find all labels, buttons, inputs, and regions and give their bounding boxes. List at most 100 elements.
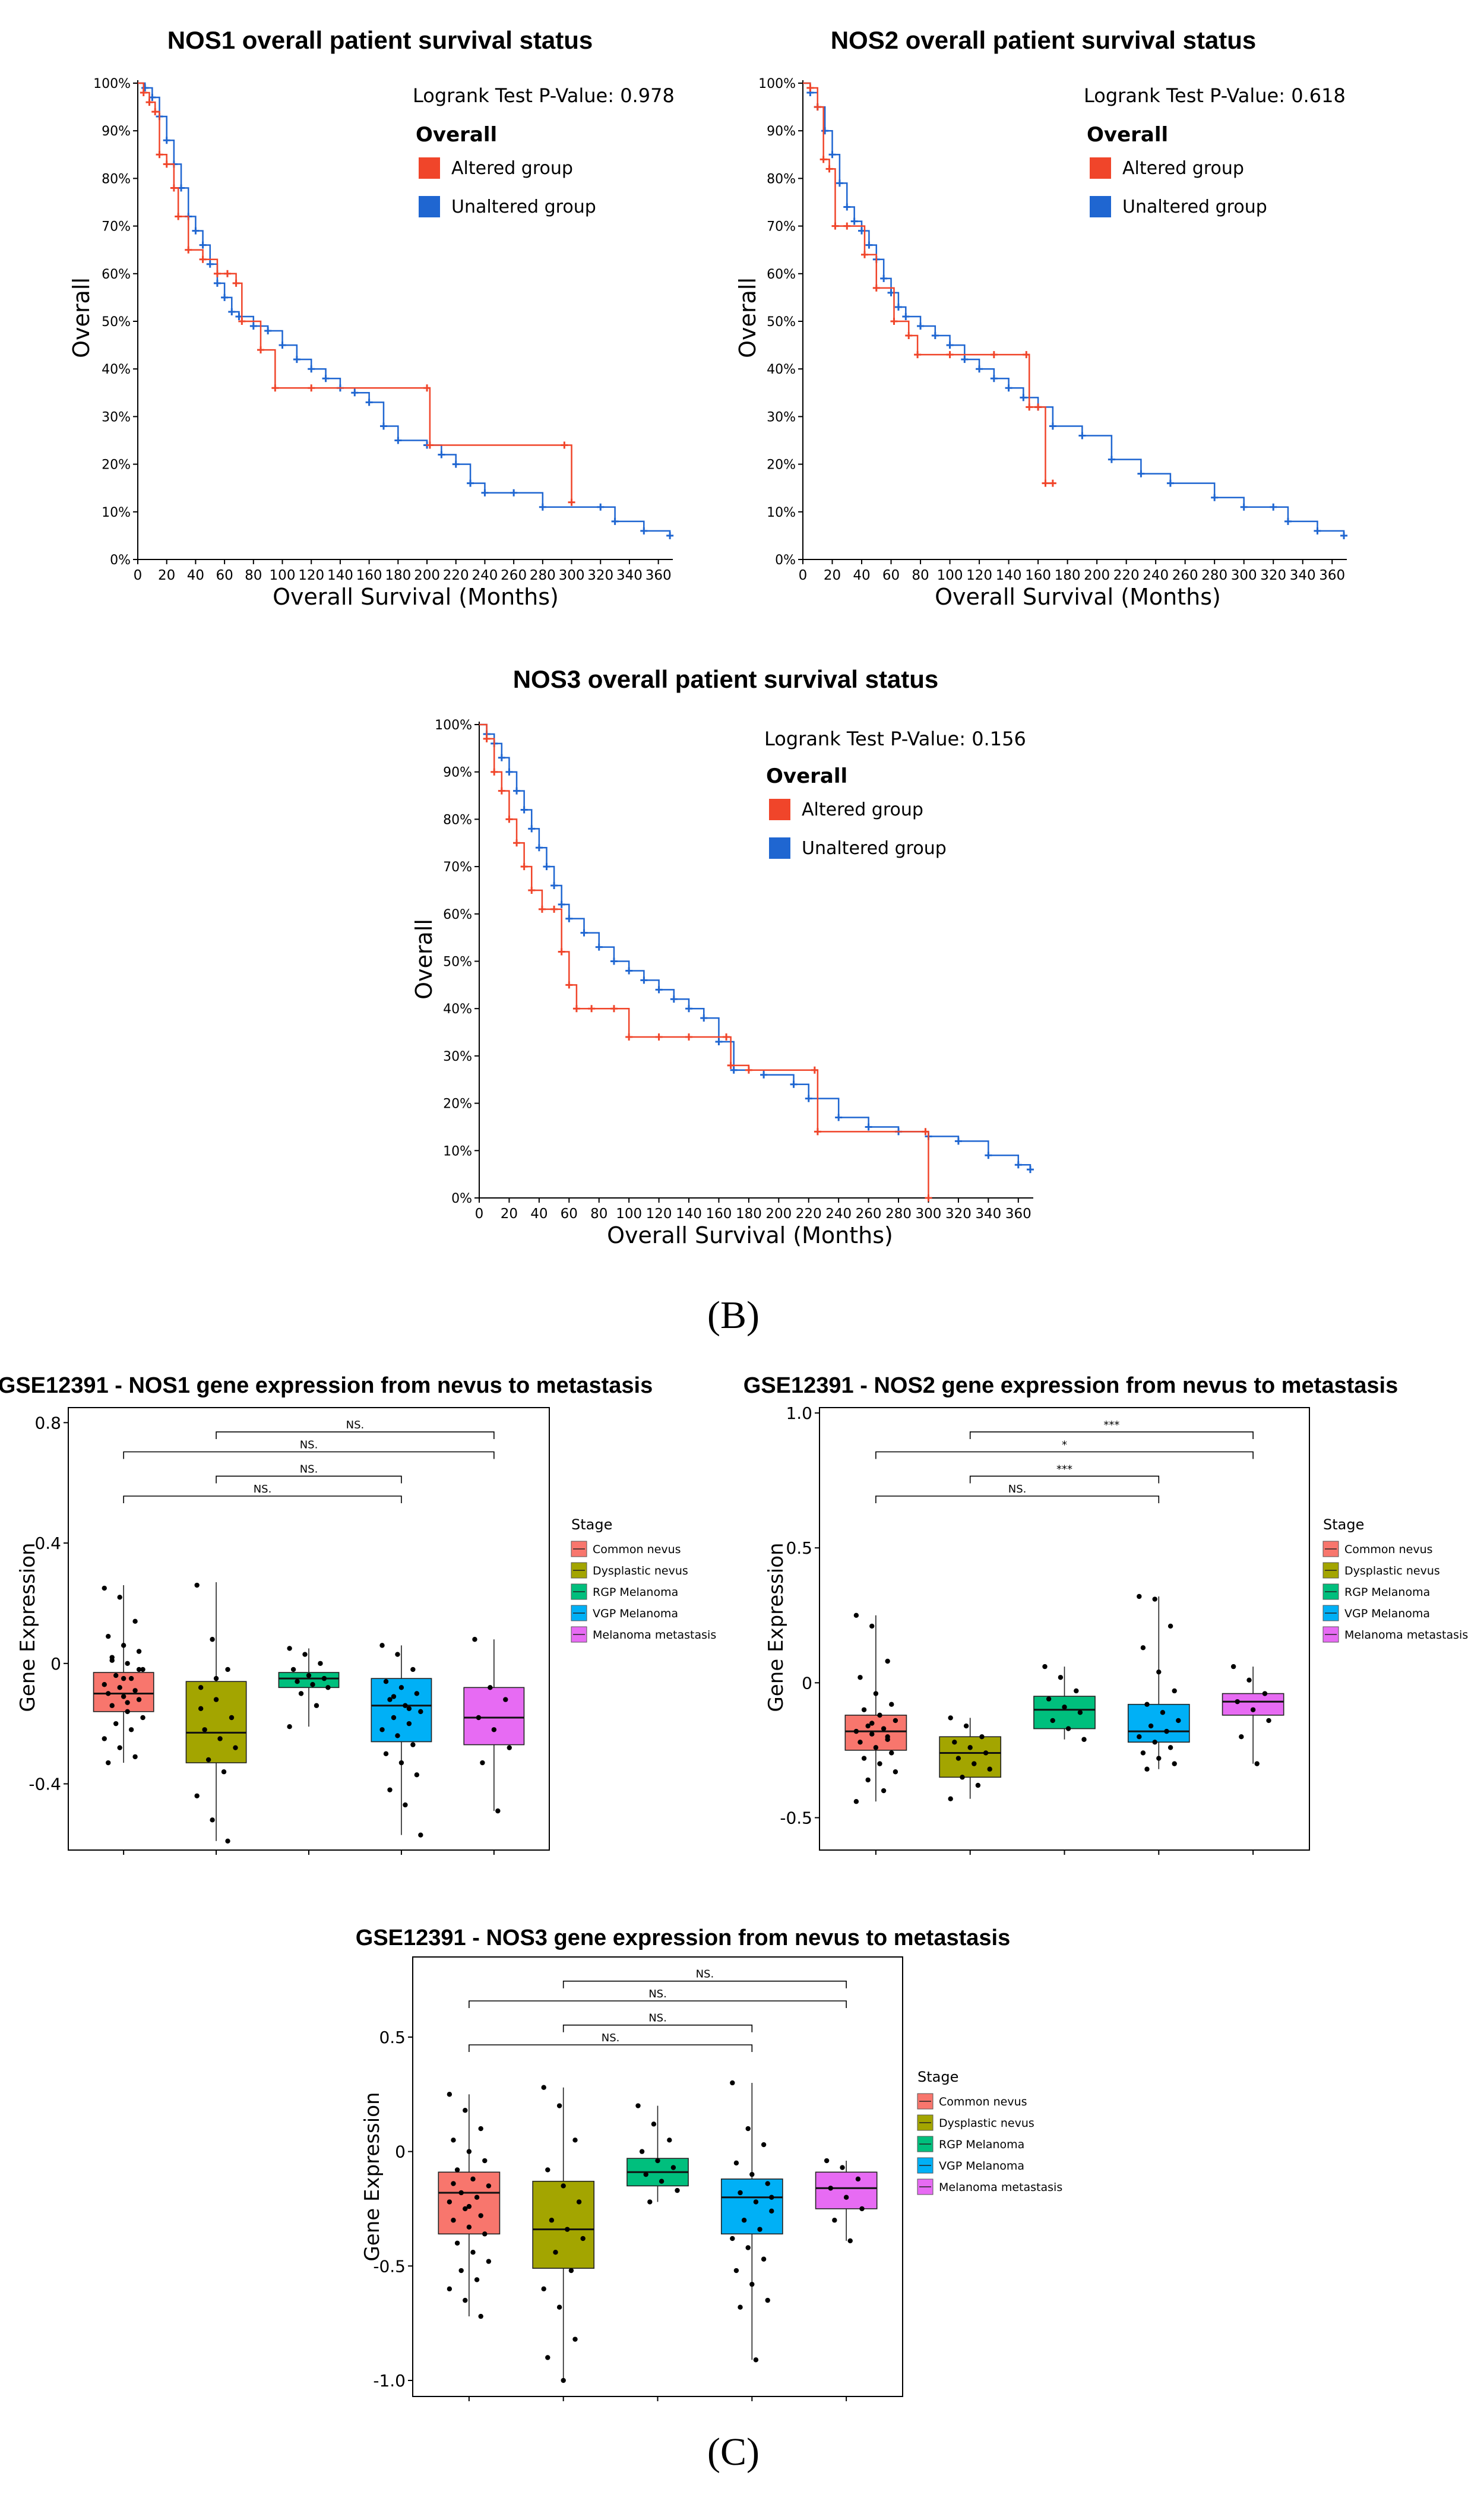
data-point xyxy=(733,2160,739,2166)
y-tick-label: -0.4 xyxy=(29,1775,61,1794)
y-axis: 0% 10% 20% 30% 40% 50% 60% 70% 80% 90% 100% xyxy=(758,77,803,568)
censor-mark xyxy=(723,1033,730,1041)
y-tick-label: 90% xyxy=(767,124,796,139)
data-point xyxy=(414,1772,420,1778)
data-point xyxy=(753,2357,759,2363)
data-point xyxy=(314,1703,319,1708)
x-tick-label: 180 xyxy=(736,1206,762,1222)
censor-mark xyxy=(322,375,330,382)
data-point xyxy=(102,1585,107,1591)
y-tick-label: 40% xyxy=(767,362,796,377)
censor-mark xyxy=(238,318,246,325)
legend-swatch-unaltered xyxy=(769,837,790,859)
x-tick-label: 220 xyxy=(1113,568,1140,583)
data-point xyxy=(549,2218,555,2223)
data-point xyxy=(287,1724,292,1729)
y-tick-label: 0% xyxy=(451,1191,472,1206)
y-tick-label: 30% xyxy=(767,410,796,425)
censor-mark xyxy=(727,1061,735,1069)
censor-mark xyxy=(925,1194,932,1202)
data-point xyxy=(655,2158,660,2164)
y-tick-label: -1.0 xyxy=(373,2371,406,2391)
censor-mark xyxy=(1270,503,1277,511)
x-tick-label: 20 xyxy=(501,1206,518,1222)
data-point xyxy=(1062,1705,1067,1710)
x-tick-label: 120 xyxy=(966,568,992,583)
data-point xyxy=(576,2199,582,2205)
censor-mark xyxy=(865,241,873,249)
data-point xyxy=(113,1672,119,1678)
data-point xyxy=(478,2313,483,2319)
data-point xyxy=(1235,1699,1240,1705)
x-axis: 0 20 40 60 80 100 120 140 160 180 200 220 240 260 280 3… xyxy=(799,559,1347,583)
censor-mark xyxy=(990,351,998,359)
censor-mark xyxy=(505,815,513,823)
censor-mark xyxy=(976,365,983,373)
significance-label: * xyxy=(1062,1439,1067,1452)
censor-mark xyxy=(961,356,969,363)
data-point xyxy=(136,1697,142,1702)
censor-mark xyxy=(685,1005,693,1013)
censor-mark xyxy=(550,881,558,889)
censor-mark xyxy=(199,255,207,263)
significance-label: *** xyxy=(1103,1419,1119,1431)
x-tick-label: 220 xyxy=(796,1206,822,1222)
data-point xyxy=(213,1675,219,1681)
y-tick-label: 0 xyxy=(802,1673,812,1693)
data-point xyxy=(198,1706,204,1712)
censor-mark xyxy=(510,489,518,497)
y-axis: -0.4 0 0.4 0.8 xyxy=(29,1413,495,1855)
legend-swatch-altered xyxy=(1090,157,1111,179)
censor-mark xyxy=(1166,479,1174,487)
data-point xyxy=(1156,1756,1162,1761)
data-point xyxy=(414,1691,420,1696)
box-dysplastic_nevus xyxy=(939,1736,1002,1778)
y-tick-label: 60% xyxy=(767,267,796,282)
data-point xyxy=(121,1643,126,1648)
data-point xyxy=(972,1761,977,1766)
censor-mark xyxy=(151,108,159,116)
x-tick-label: 200 xyxy=(1084,568,1110,583)
data-point xyxy=(893,1769,898,1775)
censor-mark xyxy=(790,1080,798,1088)
censor-mark xyxy=(872,284,880,292)
data-point xyxy=(106,1691,111,1696)
censor-mark xyxy=(293,356,300,363)
data-point xyxy=(410,1667,416,1672)
x-tick-label: 40 xyxy=(530,1206,548,1222)
data-point xyxy=(136,1667,142,1672)
data-point xyxy=(205,1757,211,1763)
x-tick-label: 120 xyxy=(298,568,324,583)
x-tick-label: 100 xyxy=(937,568,963,583)
y-tick-label: 0.4 xyxy=(34,1534,61,1553)
censor-mark xyxy=(588,1005,596,1013)
data-point xyxy=(398,1685,404,1690)
x-tick-label: 260 xyxy=(1172,568,1198,583)
data-point xyxy=(675,2187,680,2193)
box-chart-nos2: GSE12391 - NOS2 gene expression from nev… xyxy=(743,1373,1468,1855)
data-point xyxy=(418,1832,423,1838)
x-axis: 0 20 40 60 80 100 120 140 160 180 200 220 240 260 280 3… xyxy=(134,559,673,583)
data-point xyxy=(1250,1707,1256,1712)
censor-mark xyxy=(271,384,279,392)
censor-mark xyxy=(666,532,674,539)
data-point xyxy=(565,2227,570,2232)
censor-mark xyxy=(565,981,573,989)
data-point xyxy=(474,2277,480,2282)
data-point xyxy=(873,1745,879,1750)
data-point xyxy=(761,2142,767,2148)
censor-mark xyxy=(828,151,836,159)
data-point xyxy=(738,2190,743,2196)
x-tick-label: 300 xyxy=(916,1206,942,1222)
y-axis-label: Overall xyxy=(68,277,94,358)
censor-mark xyxy=(394,437,402,444)
censor-mark xyxy=(1023,351,1030,359)
legend: Stage Common nevus Dysplastic nevus RGP Mel… xyxy=(917,2069,1062,2195)
y-tick-label: 0.5 xyxy=(786,1538,812,1558)
y-tick-label: 70% xyxy=(102,220,131,235)
x-tick-label: 160 xyxy=(356,568,382,583)
censor-mark xyxy=(213,270,221,277)
censor-mark xyxy=(365,399,373,406)
censor-mark xyxy=(163,160,170,168)
box-melanoma_metastasis xyxy=(463,1687,525,1746)
